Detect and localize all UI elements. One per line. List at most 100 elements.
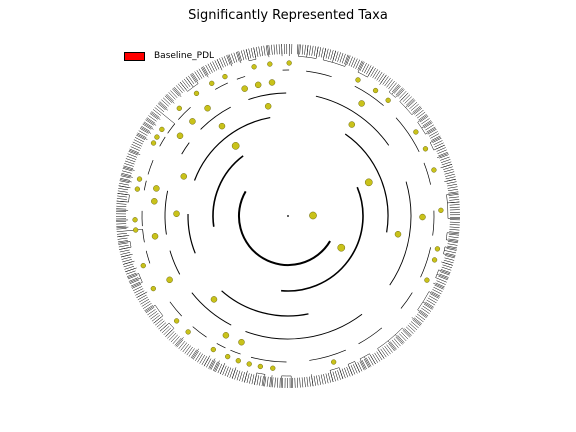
taxon-node [246,361,252,367]
taxon-node [209,80,215,87]
tree-arc [315,95,390,146]
taxon-node [431,167,437,173]
tree-branch [428,291,440,298]
tree-branch [253,47,256,58]
tree-branch [301,44,304,55]
tree-branch [231,53,235,64]
tree-branch [117,235,128,238]
tree-arc [193,116,271,181]
tree-branch [339,52,344,63]
tree-branch [448,191,459,194]
tree-branch [181,80,189,89]
taxon-node [189,118,196,125]
tree-branch [227,54,233,67]
tree-branch [417,115,428,123]
tree-branch [212,61,218,71]
tree-branch [164,95,173,104]
tree-arc [159,136,166,147]
tree-branch [138,296,148,303]
tree-arc [129,241,132,248]
tree-branch [216,59,222,69]
tree-branch [423,303,433,310]
tree-branch [152,109,162,116]
tree-branch [137,294,147,301]
taxon-node [151,233,159,240]
legend-swatch [124,51,145,61]
tree-branch [438,275,448,281]
tree-branch [427,128,437,135]
tree-arc [147,159,154,175]
tree-branch [432,137,442,143]
tree-branch [121,256,132,260]
tree-branch [129,279,140,284]
tree-arc [429,142,435,151]
tree-branch [121,170,132,174]
tree-branch [278,44,280,55]
tree-branch [327,372,331,383]
tree-branch [447,241,458,244]
tree-branch [332,371,336,382]
tree-branch [263,45,266,56]
tree-branch [335,51,339,62]
tree-branch [368,66,374,76]
tree-arc [236,76,246,80]
tree-branch [435,277,447,283]
tree-branch [122,168,133,172]
tree-branch [449,199,460,201]
tree-arc [329,367,340,371]
tree-branch [141,125,150,132]
tree-branch [444,246,457,250]
tree-arc [181,142,190,155]
tree-arc [128,194,130,203]
tree-branch [167,331,175,339]
tree-branch [175,337,184,347]
tree-branch [436,280,446,285]
tree-branch [168,92,176,100]
tree-branch [422,305,432,312]
tree-branch [448,194,459,196]
tree-branch [200,67,207,77]
tree-branch [124,160,135,165]
tree-branch [209,62,215,72]
tree-branch [427,297,437,304]
tree-branch [359,361,365,371]
tree-branch [173,87,182,97]
tree-branch [357,61,364,73]
tree-branch [264,376,267,387]
cladogram-edges [115,43,461,389]
tree-branch [236,51,240,62]
tree-branch [339,369,344,380]
tree-branch [126,270,136,275]
tree-branch [399,90,407,99]
taxon-node [238,338,245,346]
tree-arc [145,250,151,264]
tree-branch [201,356,208,365]
tree-branch [154,318,164,326]
tree-branch [436,147,446,152]
tree-branch [364,64,370,74]
tree-branch [250,47,254,58]
taxon-node [424,277,430,283]
tree-branch [446,181,457,184]
tree-branch [391,339,399,348]
tree-branch [318,47,322,58]
tree-branch [234,369,238,380]
tree-branch [126,272,137,277]
tree-branch [170,90,178,98]
tree-branch [135,290,145,296]
taxon-node [134,186,141,192]
taxon-node [204,104,211,112]
taxon-node [185,329,191,335]
tree-branch [428,131,438,137]
tree-arc [298,56,317,59]
tree-branch [449,231,460,233]
tree-branch [448,236,459,239]
tree-branch [328,49,332,60]
tree-branch [436,274,449,279]
tree-branch [440,159,451,163]
tree-branch [384,77,391,87]
tree-arc [248,58,257,62]
tree-branch [153,316,162,324]
tree-branch [249,373,252,384]
tree-branch [384,345,391,355]
